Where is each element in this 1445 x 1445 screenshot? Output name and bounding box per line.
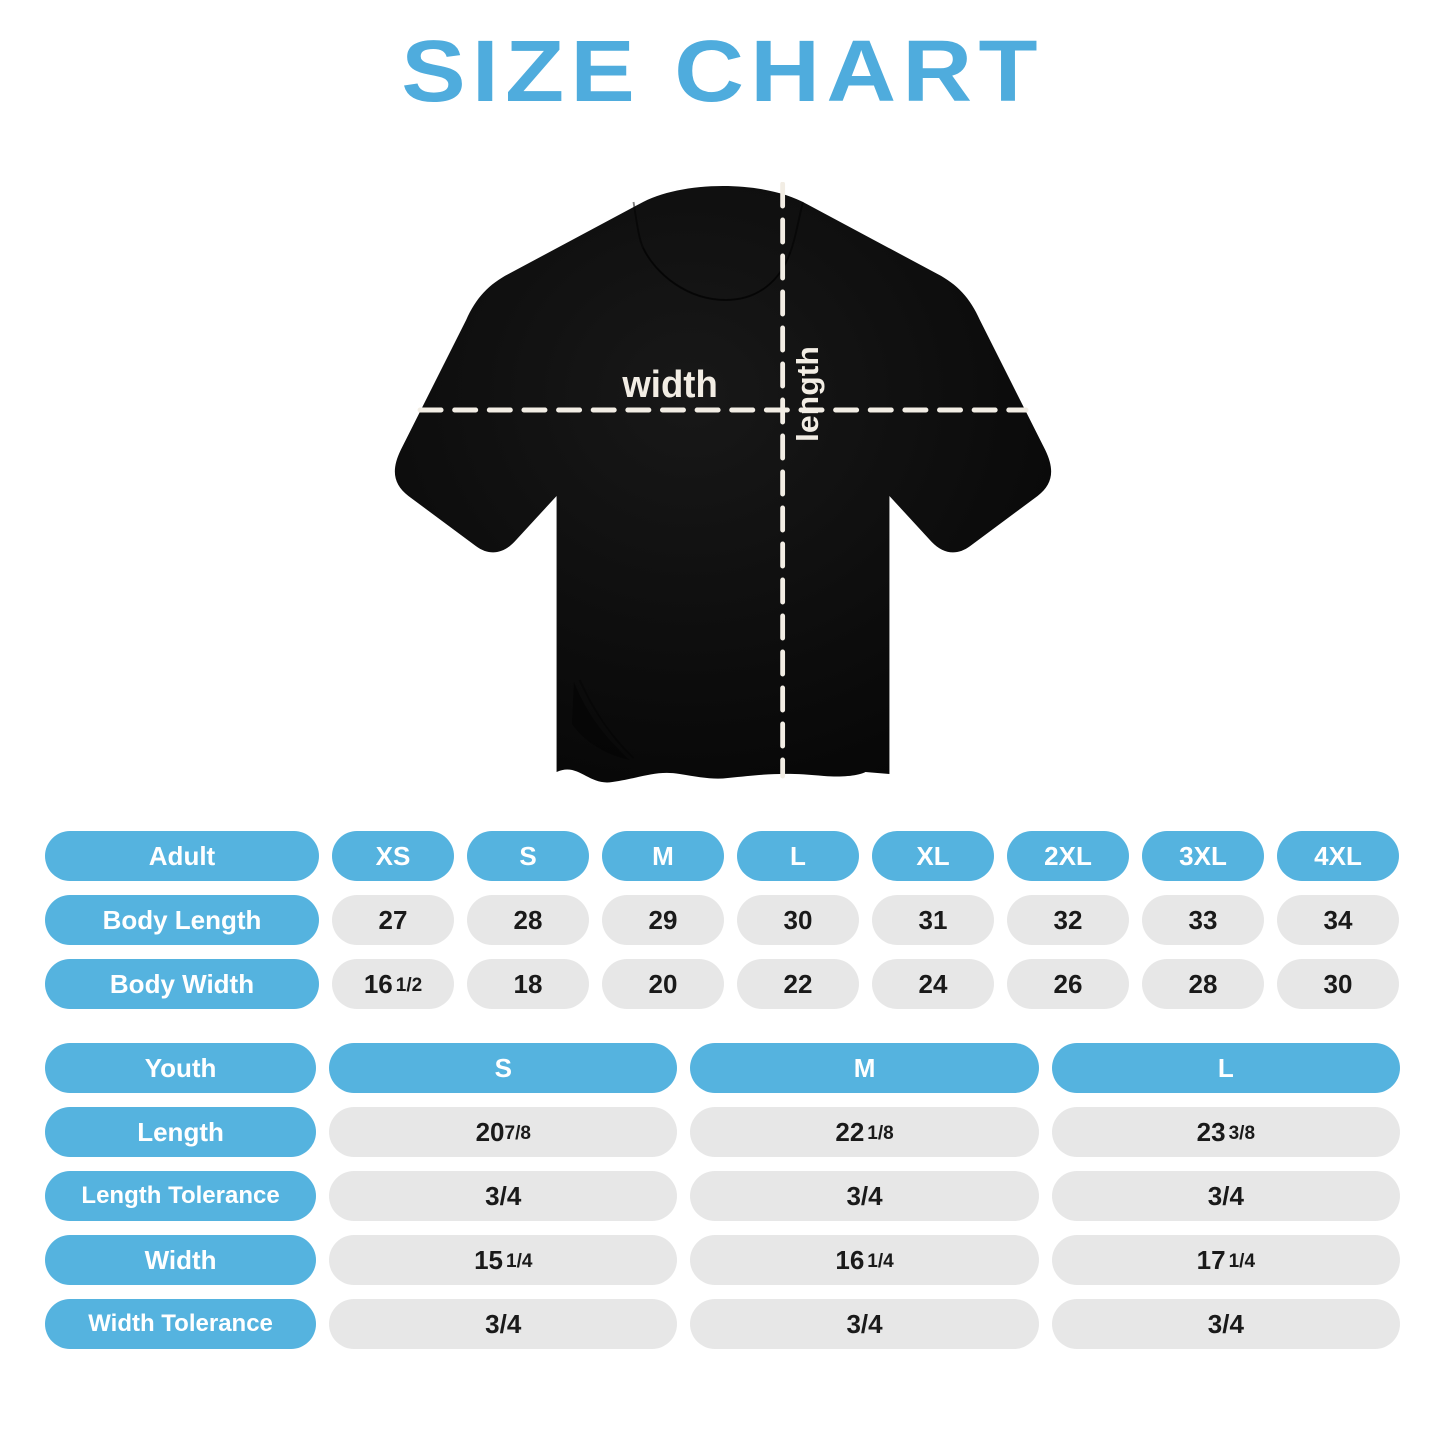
svg-text:length: length [790,346,824,442]
svg-text:width: width [621,362,717,405]
